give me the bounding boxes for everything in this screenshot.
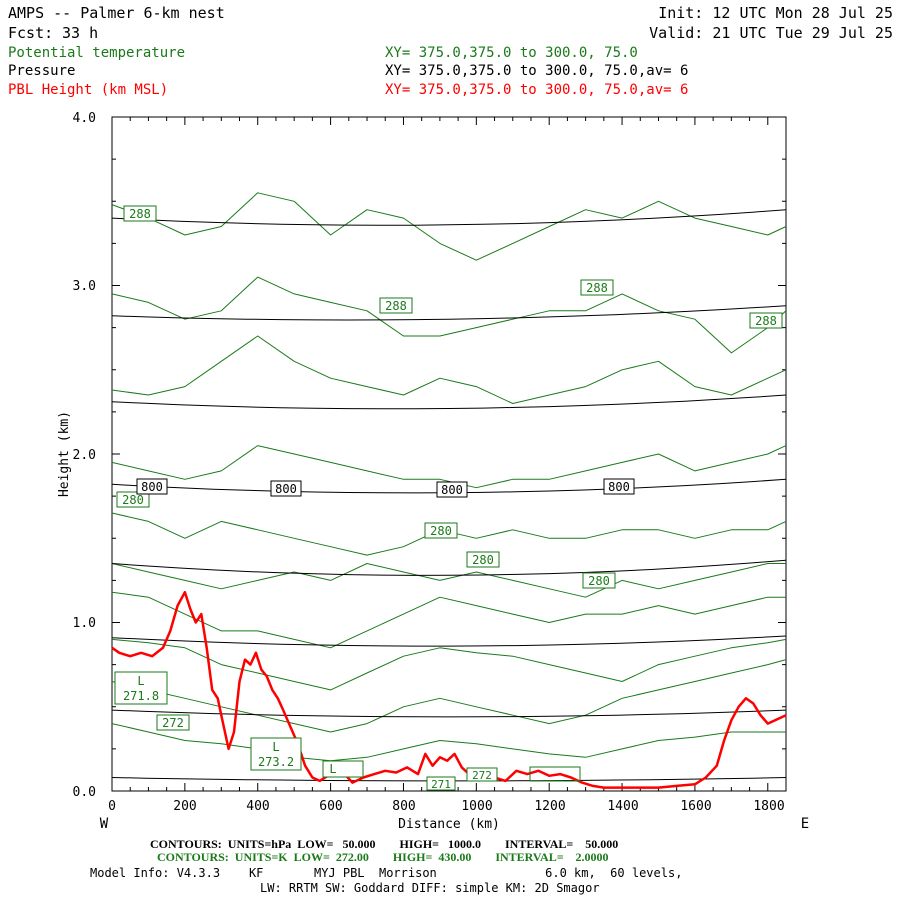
x-tick-label: 600 (319, 799, 342, 814)
svg-text:273.2: 273.2 (258, 755, 294, 769)
field-name-pbl: PBL Height (km MSL) (8, 82, 168, 98)
fcst-label: Fcst: (8, 24, 53, 42)
y-axis-label: Height (km) (57, 411, 72, 497)
field-xy-pbl: XY= 375.0,375.0 to 300.0, 75.0,av= 6 (385, 82, 688, 98)
pressure-contour-line (111, 209, 787, 226)
pressure-label-800-b: 800 (270, 480, 302, 497)
theta-contour-line (111, 276, 787, 354)
svg-text:L: L (137, 674, 144, 688)
svg-text:800: 800 (608, 480, 630, 494)
pressure-label-800-d: 800 (603, 478, 635, 495)
theta-label-288-a: 288 (123, 205, 157, 222)
theta-label-288-c: 288 (580, 279, 614, 296)
x-tick-label: 0 (108, 799, 116, 814)
footer-physics: LW: RRTM SW: Goddard DIFF: simple KM: 2D… (260, 881, 600, 895)
svg-text:800: 800 (141, 480, 163, 494)
theta-label-288-b: 288 (379, 297, 413, 314)
svg-text:280: 280 (430, 524, 452, 538)
svg-text:288: 288 (586, 281, 608, 295)
footer-model-info: Model Info: V4.3.3 KF MYJ PBL Morrison 6… (90, 866, 682, 880)
svg-text:272: 272 (162, 716, 184, 730)
valid-time: Valid: 21 UTC Tue 29 Jul 25 (649, 24, 893, 42)
x-tick-label: 1800 (753, 799, 784, 814)
model-title: AMPS -- Palmer 6-km nest (8, 4, 225, 22)
theta-label-272: 272 (156, 714, 190, 731)
theta-contour-line (111, 563, 786, 598)
field-name-theta: Potential temperature (8, 45, 185, 61)
theta-contour-line (111, 591, 786, 649)
init-time: Init: 12 UTC Mon 28 Jul 25 (658, 4, 893, 22)
x-axis-label: Distance (km) (398, 817, 500, 832)
theta-contour-line (111, 723, 786, 762)
svg-text:280: 280 (122, 493, 144, 507)
svg-text:L: L (272, 740, 279, 754)
theta-contour-line (111, 335, 787, 404)
y-tick-label: 0.0 (73, 785, 96, 800)
theta-label-272-b: 272 (466, 767, 498, 782)
field-name-pressure: Pressure (8, 63, 75, 79)
theta-contour-line (111, 638, 787, 691)
y-tick-label: 2.0 (73, 448, 96, 463)
pbl-height-line (111, 590, 787, 789)
svg-text:280: 280 (588, 574, 610, 588)
theta-low-c: L (322, 760, 364, 778)
pressure-contour-line (111, 709, 787, 718)
x-tick-label: 1400 (607, 799, 638, 814)
svg-text:272: 272 (472, 769, 492, 782)
svg-text:271.8: 271.8 (123, 689, 159, 703)
field-xy-theta: XY= 375.0,375.0 to 300.0, 75.0 (385, 45, 638, 61)
pressure-contour-line (111, 559, 787, 576)
svg-text:288: 288 (385, 299, 407, 313)
theta-label-280-b: 280 (424, 522, 458, 539)
pressure-contour-line (111, 635, 787, 647)
west-label: W (100, 816, 109, 832)
pbl-height-series (111, 590, 787, 789)
x-tick-label: 400 (246, 799, 269, 814)
y-tick-label: 3.0 (73, 279, 96, 294)
footer-pressure-contours: CONTOURS: UNITS=hPa LOW= 50.000 HIGH= 10… (150, 837, 618, 851)
east-label: E (801, 816, 809, 832)
x-tick-label: 1600 (680, 799, 711, 814)
fcst-value: 33 h (62, 24, 98, 42)
x-tick-label: 800 (392, 799, 415, 814)
theta-label-280-a: 280 (116, 491, 150, 508)
svg-text:288: 288 (755, 314, 777, 328)
theta-contours (111, 192, 787, 762)
theta-contour-line (111, 192, 787, 261)
svg-text:271: 271 (431, 778, 451, 791)
svg-text:L: L (329, 762, 336, 776)
x-tick-label: 1000 (461, 799, 492, 814)
theta-contour-line (111, 659, 787, 733)
svg-text:280: 280 (472, 553, 494, 567)
pressure-label-800-c: 800 (436, 481, 468, 498)
y-tick-label: 4.0 (73, 111, 96, 126)
footer-theta-contours: CONTOURS: UNITS=K LOW= 272.00 HIGH= 430.… (157, 850, 609, 864)
theta-label-280-c: 280 (466, 551, 500, 568)
svg-text:800: 800 (275, 482, 297, 496)
x-tick-label: 200 (173, 799, 196, 814)
theta-label-288-d: 288 (749, 312, 783, 329)
pressure-contour-line (111, 305, 787, 321)
theta-label-box (529, 766, 581, 782)
theta-label-280-d: 280 (582, 572, 616, 589)
field-xy-pressure: XY= 375.0,375.0 to 300.0, 75.0,av= 6 (385, 63, 688, 79)
svg-text:800: 800 (441, 483, 463, 497)
pressure-contours (111, 209, 787, 782)
x-tick-label: 1200 (534, 799, 565, 814)
y-tick-label: 1.0 (73, 616, 96, 631)
svg-text:288: 288 (129, 207, 151, 221)
pressure-label-800-a: 800 (136, 478, 168, 495)
theta-contour-line (111, 512, 787, 556)
theta-contour-line (111, 445, 787, 489)
theta-label-271: 271 (426, 776, 456, 791)
pressure-contour-line (111, 394, 787, 410)
